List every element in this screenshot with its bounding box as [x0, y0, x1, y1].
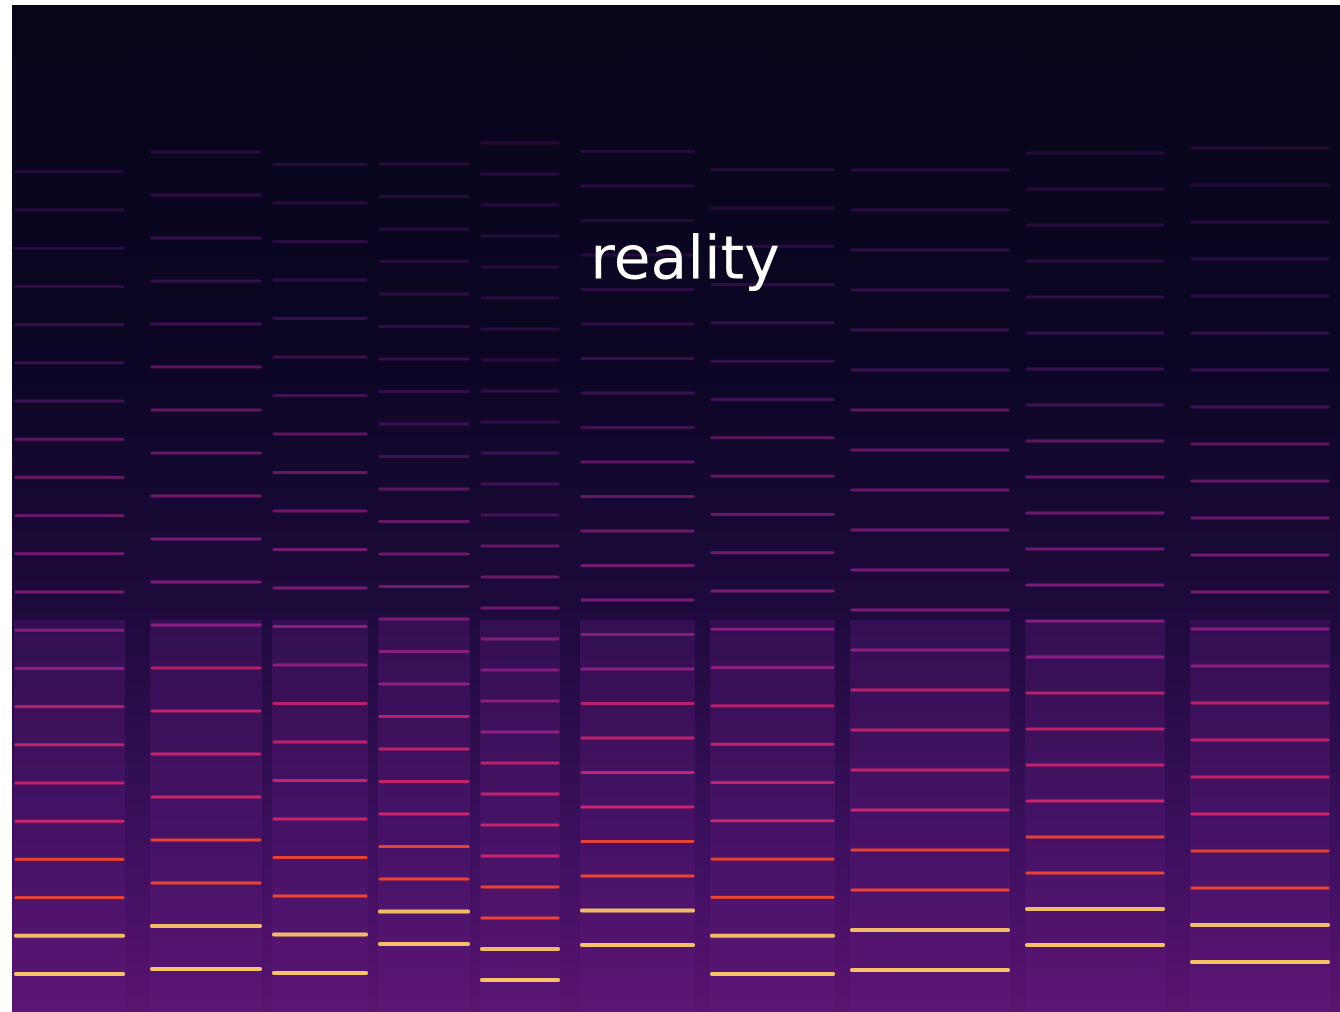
slide-title: reality — [590, 224, 779, 294]
note-haze — [850, 620, 1010, 1012]
note-haze — [1025, 620, 1165, 1012]
note-haze — [150, 620, 262, 1012]
note-haze — [272, 620, 368, 1012]
note-haze — [480, 620, 560, 1012]
note-haze — [14, 620, 125, 1012]
note-haze — [580, 620, 695, 1012]
spectrogram — [14, 140, 1330, 1012]
note-haze — [710, 620, 835, 1012]
